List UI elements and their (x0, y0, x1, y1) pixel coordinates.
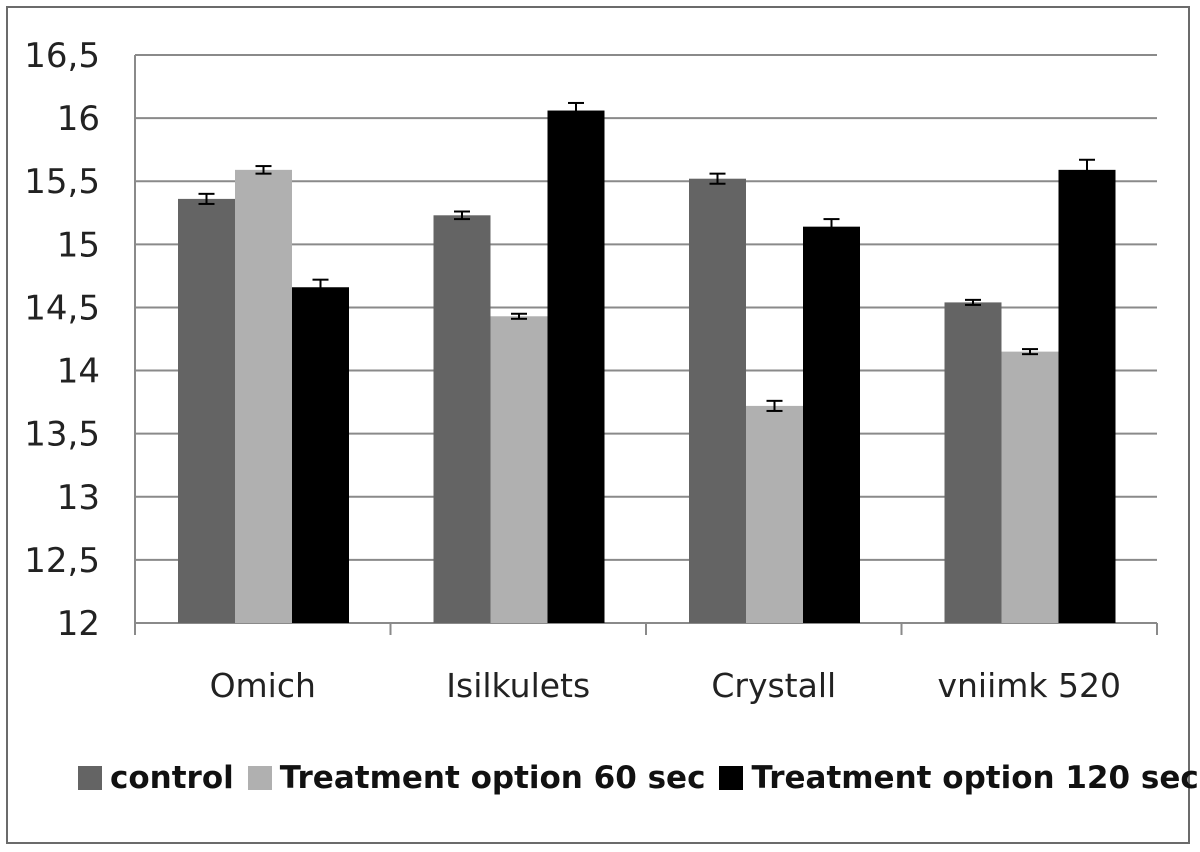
bar-treatment-120 (803, 226, 860, 623)
legend-label-treatment-120: Treatment option 120 sec (751, 760, 1199, 796)
y-tick-label: 12,5 (24, 541, 100, 581)
bar-treatment-120 (292, 287, 349, 623)
legend-item-treatment-120: Treatment option 120 sec (719, 760, 1199, 796)
bar-control (433, 215, 491, 623)
legend-swatch-control (78, 766, 102, 790)
y-tick-label: 13 (57, 478, 100, 518)
y-tick-label: 12 (57, 604, 100, 644)
y-tick-label: 14,5 (24, 288, 100, 328)
y-tick-label: 16 (57, 99, 100, 139)
legend-item-treatment-60: Treatment option 60 sec (247, 760, 706, 796)
legend-item-control: control (78, 760, 234, 796)
bar-treatment-60 (1001, 351, 1059, 623)
y-tick-label: 16,5 (24, 36, 100, 76)
bar-treatment-120 (1058, 169, 1116, 623)
legend-label-treatment-60: Treatment option 60 sec (279, 760, 706, 796)
legend-swatch-treatment-60 (247, 766, 272, 790)
legend-label-control: control (110, 760, 234, 796)
x-category-label: vniimk 520 (937, 666, 1121, 705)
bar-treatment-60 (235, 169, 292, 623)
bar-control (944, 302, 1002, 623)
bar-treatment-60 (490, 316, 548, 623)
legend: control Treatment option 60 sec Treatmen… (78, 760, 1200, 796)
x-category-label: Crystall (711, 666, 836, 705)
y-tick-label: 13,5 (24, 415, 100, 455)
x-category-label: Omich (210, 666, 316, 705)
y-tick-label: 15 (57, 225, 100, 265)
bar-treatment-120 (547, 110, 605, 623)
legend-swatch-treatment-120 (719, 766, 744, 790)
y-tick-label: 15,5 (24, 162, 100, 202)
bar-control (178, 198, 235, 624)
bar-control (689, 178, 746, 623)
x-category-label: Isilkulets (446, 666, 590, 705)
y-tick-label: 14 (57, 352, 100, 392)
bar-treatment-60 (746, 405, 803, 623)
